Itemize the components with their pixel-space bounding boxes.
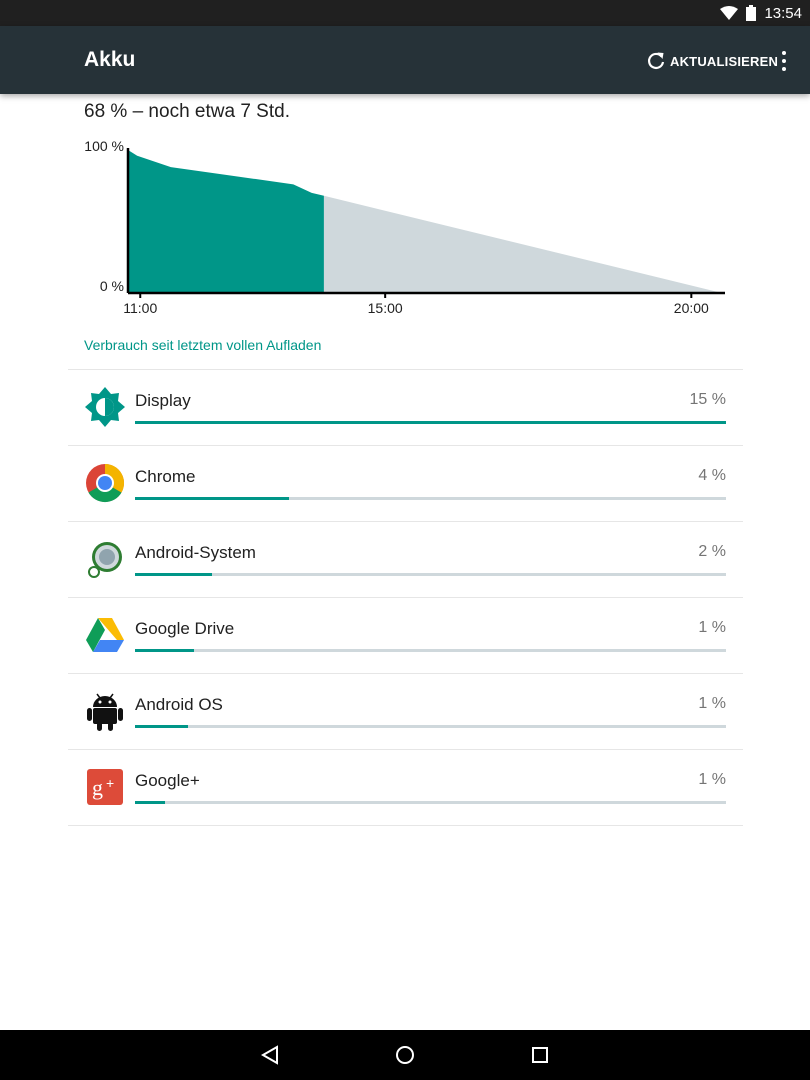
google-plus-icon: g + [84,766,126,808]
usage-percent: 15 % [689,391,726,408]
more-vert-icon[interactable] [774,48,794,74]
svg-text:+: + [106,775,114,791]
usage-percent: 1 % [698,619,726,636]
usage-percent: 1 % [698,695,726,712]
usage-app-name: Android-System [135,543,256,562]
recents-icon[interactable] [528,1043,552,1067]
wifi-icon [720,6,738,20]
refresh-label: AKTUALISIEREN [670,53,779,69]
usage-bar-track [135,801,726,804]
brightness-icon [84,386,126,428]
status-bar: 13:54 [0,0,810,26]
usage-row[interactable]: Chrome 4 % [68,446,743,522]
x-tick-label: 15:00 [368,300,403,316]
chart-area-estimate [323,195,722,293]
y-tick-label: 0 % [100,278,124,294]
x-tick-label: 20:00 [674,300,709,316]
google-drive-icon [84,614,126,656]
chrome-icon [84,462,126,504]
home-icon[interactable] [393,1043,417,1067]
usage-percent: 2 % [698,543,726,560]
usage-app-name: Chrome [135,467,196,486]
android-system-icon [84,538,126,580]
battery-icon [746,5,756,21]
x-tick-label: 11:00 [123,300,157,316]
usage-bar-fill [135,497,289,500]
usage-bar-fill [135,725,189,728]
usage-app-name: Google+ [135,771,200,790]
usage-bar-track [135,573,726,576]
page-title: Akku [84,48,136,71]
usage-app-name: Display [135,391,191,410]
usage-bar-fill [135,801,165,804]
back-icon[interactable] [258,1043,282,1067]
usage-bar-fill [135,573,212,576]
usage-row[interactable]: Android-System 2 % [68,522,743,598]
usage-bar-track [135,497,726,500]
usage-percent: 4 % [698,467,726,484]
battery-summary: 68 % – noch etwa 7 Std. [84,101,290,122]
chart-area-actual [128,150,324,293]
usage-row[interactable]: g + Google+ 1 % [68,750,743,826]
usage-bar-fill [135,421,726,424]
usage-percent: 1 % [698,771,726,788]
usage-app-name: Google Drive [135,619,235,638]
usage-app-name: Android OS [135,695,223,714]
usage-bar-track [135,649,726,652]
y-tick-label: 100 % [84,138,124,154]
refresh-button[interactable]: AKTUALISIEREN [646,50,778,72]
usage-bar-fill [135,649,195,652]
battery-history-chart: 100 % 0 % 11:00 15:00 20:00 [84,138,725,316]
section-header[interactable]: Verbrauch seit letztem vollen Aufladen [84,337,322,353]
refresh-icon [647,52,665,69]
usage-bar-track [135,421,726,424]
usage-row[interactable]: Display 15 % [68,370,743,446]
app-bar: Akku AKTUALISIEREN [0,26,810,94]
usage-bar-track [135,725,726,728]
usage-list: Display 15 % Chrome 4 % Android-System 2 % Goo… [68,369,743,826]
navigation-bar [0,1030,810,1080]
usage-row[interactable]: Android OS 1 % [68,674,743,750]
android-icon [84,690,126,732]
svg-text:g: g [92,775,103,800]
status-time: 13:54 [764,5,802,22]
usage-row[interactable]: Google Drive 1 % [68,598,743,674]
